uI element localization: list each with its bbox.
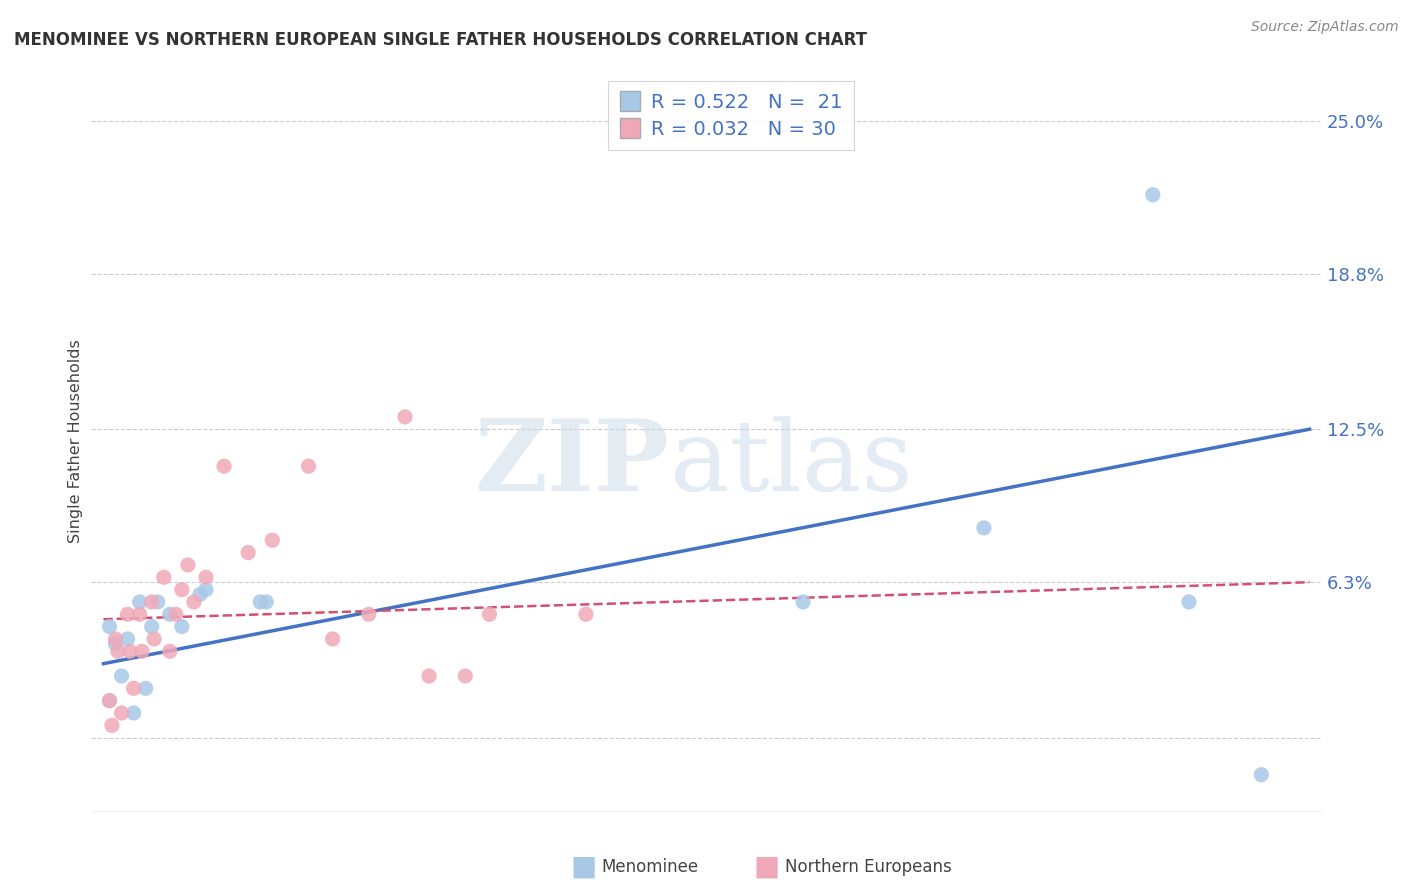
Legend: R = 0.522   N =  21, R = 0.032   N = 30: R = 0.522 N = 21, R = 0.032 N = 30 [609,81,853,150]
Text: Northern Europeans: Northern Europeans [785,858,952,876]
Point [146,595,169,609]
Point [117,607,139,622]
Point [122,706,145,720]
Point [238,546,260,560]
Point [118,644,141,658]
Point [183,595,205,609]
Text: atlas: atlas [669,416,912,512]
Point [194,582,217,597]
Point [394,409,416,424]
Point [454,669,477,683]
Point [98,694,121,708]
Point [1142,187,1164,202]
Point [141,619,163,633]
Text: ■: ■ [754,853,779,881]
Text: Menominee: Menominee [602,858,699,876]
Point [262,533,284,548]
Point [128,607,150,622]
Point [297,459,319,474]
Y-axis label: Single Father Households: Single Father Households [67,340,83,543]
Point [159,607,181,622]
Point [792,595,814,609]
Point [143,632,166,646]
Point [170,619,193,633]
Point [188,588,211,602]
Point [1250,767,1272,781]
Point [135,681,157,696]
Text: Source: ZipAtlas.com: Source: ZipAtlas.com [1251,20,1399,34]
Point [104,632,127,646]
Point [1178,595,1201,609]
Point [212,459,235,474]
Point [107,644,129,658]
Point [117,632,139,646]
Point [177,558,200,572]
Point [110,706,132,720]
Point [131,644,153,658]
Point [194,570,217,584]
Text: MENOMINEE VS NORTHERN EUROPEAN SINGLE FATHER HOUSEHOLDS CORRELATION CHART: MENOMINEE VS NORTHERN EUROPEAN SINGLE FA… [14,31,868,49]
Point [322,632,344,646]
Point [170,582,193,597]
Point [141,595,163,609]
Point [159,644,181,658]
Point [254,595,277,609]
Point [110,669,132,683]
Point [98,694,121,708]
Point [249,595,271,609]
Text: ■: ■ [571,853,596,881]
Point [418,669,440,683]
Point [128,595,150,609]
Point [478,607,501,622]
Text: ZIP: ZIP [475,416,669,512]
Point [104,637,127,651]
Point [165,607,187,622]
Point [122,681,145,696]
Point [101,718,124,732]
Point [357,607,380,622]
Point [973,521,995,535]
Point [152,570,174,584]
Point [575,607,598,622]
Point [98,619,121,633]
